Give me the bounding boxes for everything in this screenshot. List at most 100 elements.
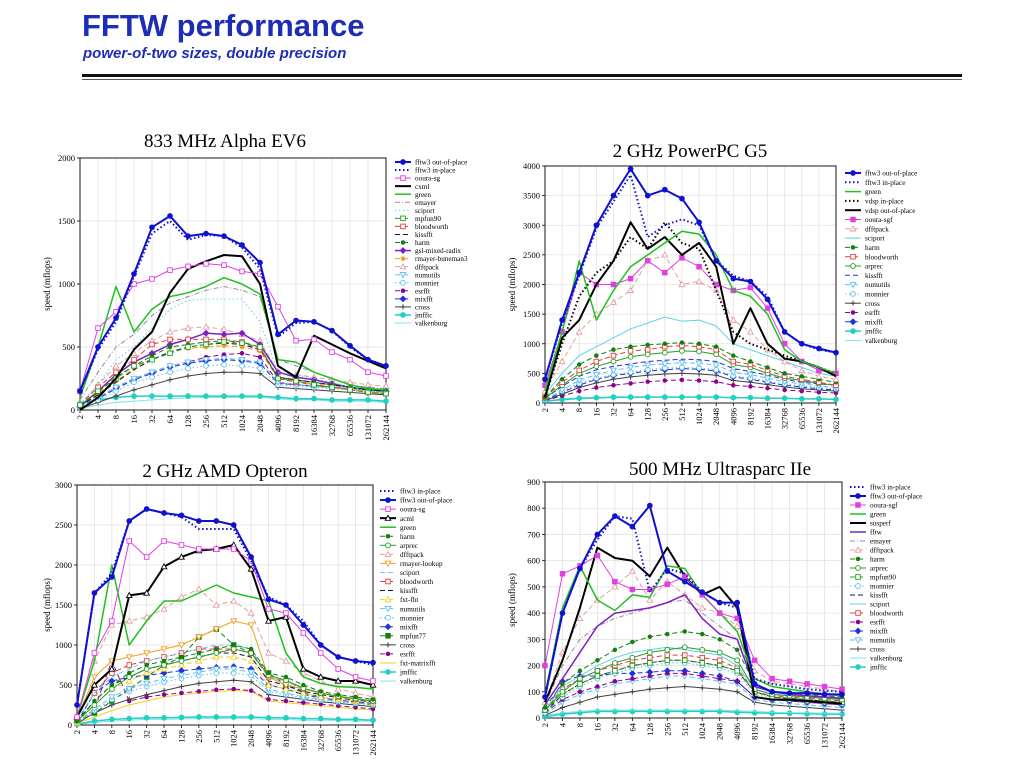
data-point: [804, 710, 810, 717]
data-point: [275, 375, 281, 382]
data-point: [717, 686, 723, 692]
grid: 0 100 200 300 400 500 600 700 800 900 2 4 8 16 32 64 128…: [527, 477, 847, 749]
data-point: [833, 396, 839, 403]
legend-entry-mpfun77: mpfun77: [380, 632, 426, 640]
legend-marker: [850, 245, 856, 250]
legend-label: dfftpack: [400, 551, 424, 559]
series-line-vdsp-in-place: [544, 221, 837, 398]
data-point: [804, 681, 810, 687]
data-point: [167, 344, 173, 350]
data-point: [699, 660, 705, 666]
data-point: [593, 358, 600, 365]
series-line-valkenburg: [76, 718, 373, 725]
legend-label: monnier: [865, 291, 890, 299]
data-point: [185, 365, 191, 372]
data-point: [177, 553, 186, 560]
series-line-green: [79, 276, 387, 398]
data-point: [713, 394, 720, 400]
series-line-dfftpack: [544, 570, 843, 703]
series-susperf: [544, 546, 843, 705]
data-point: [347, 397, 353, 403]
data-point: [782, 371, 787, 376]
series-line-sciport: [79, 298, 387, 405]
data-point: [126, 674, 133, 680]
data-point: [125, 654, 133, 661]
data-point: [611, 347, 616, 352]
legend-entry-gsl-mixed-radix: gsl-mixed-radix: [395, 247, 461, 255]
data-point: [716, 649, 723, 656]
title-rule-thick: [82, 74, 962, 77]
data-point: [212, 653, 220, 660]
y-axis-label: speed (mflops): [42, 578, 52, 632]
data-point: [231, 642, 236, 648]
y-tick-label: 600: [527, 556, 540, 566]
data-point: [815, 372, 823, 379]
data-point: [576, 395, 583, 402]
legend-label: vdsp in-place: [865, 198, 904, 206]
data-point: [264, 649, 273, 656]
y-tick-label: 300: [527, 634, 540, 644]
legend-marker: [854, 637, 862, 644]
x-tick-label: 64: [165, 414, 175, 423]
data-point: [196, 650, 202, 656]
data-point: [713, 257, 720, 264]
data-point: [221, 262, 227, 268]
x-tick-label: 32: [142, 730, 152, 739]
data-point: [696, 341, 702, 346]
legend-label: cxml: [415, 183, 429, 191]
series-vdsp-in-place: [544, 221, 837, 398]
legend-marker: [850, 170, 856, 176]
data-point: [203, 261, 209, 267]
series-harm: [542, 340, 839, 400]
x-tick-label: 262144: [381, 414, 391, 440]
legend-marker: [850, 216, 856, 223]
legend-entry-valkenburg: valkenburg: [850, 655, 903, 663]
data-point: [125, 591, 133, 599]
series-line-mpfun77: [76, 628, 374, 724]
legend-entry-arprec: arprec: [380, 542, 418, 550]
data-point: [166, 328, 174, 335]
data-point: [264, 617, 273, 624]
data-point: [196, 654, 202, 660]
x-tick-label: 131072: [814, 408, 824, 434]
y-tick-label: 500: [59, 680, 72, 690]
series-fftw3-in-place: [79, 220, 387, 392]
data-point: [95, 325, 101, 331]
data-point: [352, 677, 360, 684]
data-point: [679, 394, 685, 400]
data-point: [239, 340, 245, 346]
data-point: [577, 699, 583, 705]
legend-marker: [385, 497, 391, 503]
series-group: [76, 213, 390, 412]
data-point: [593, 222, 600, 229]
series-ooura-sg: [77, 261, 389, 394]
x-tick-label: 512: [677, 408, 687, 421]
data-point: [729, 316, 737, 323]
series-line-jmfftc: [79, 395, 387, 405]
data-point: [645, 342, 650, 348]
data-point: [212, 666, 220, 673]
legend-marker: [855, 565, 861, 571]
legend-marker: [854, 627, 862, 635]
data-point: [248, 688, 254, 693]
data-point: [661, 349, 668, 356]
data-point: [699, 673, 705, 679]
data-point: [126, 696, 132, 702]
data-point: [799, 374, 805, 379]
data-point: [108, 694, 116, 701]
series-line-cross: [544, 372, 837, 402]
data-point: [90, 681, 98, 688]
legend-marker: [855, 619, 861, 625]
legend-label: mpfun77: [400, 632, 426, 640]
x-tick-label: 512: [680, 723, 690, 736]
data-point: [257, 393, 263, 399]
series-fxt-fht: [73, 653, 377, 726]
data-point: [95, 344, 101, 350]
data-point: [610, 192, 617, 199]
data-point: [335, 666, 341, 672]
data-point: [178, 714, 185, 721]
data-point: [231, 677, 237, 683]
series-line-fftw3-out-of-place: [79, 215, 387, 392]
x-tick-label: 64: [626, 407, 636, 416]
